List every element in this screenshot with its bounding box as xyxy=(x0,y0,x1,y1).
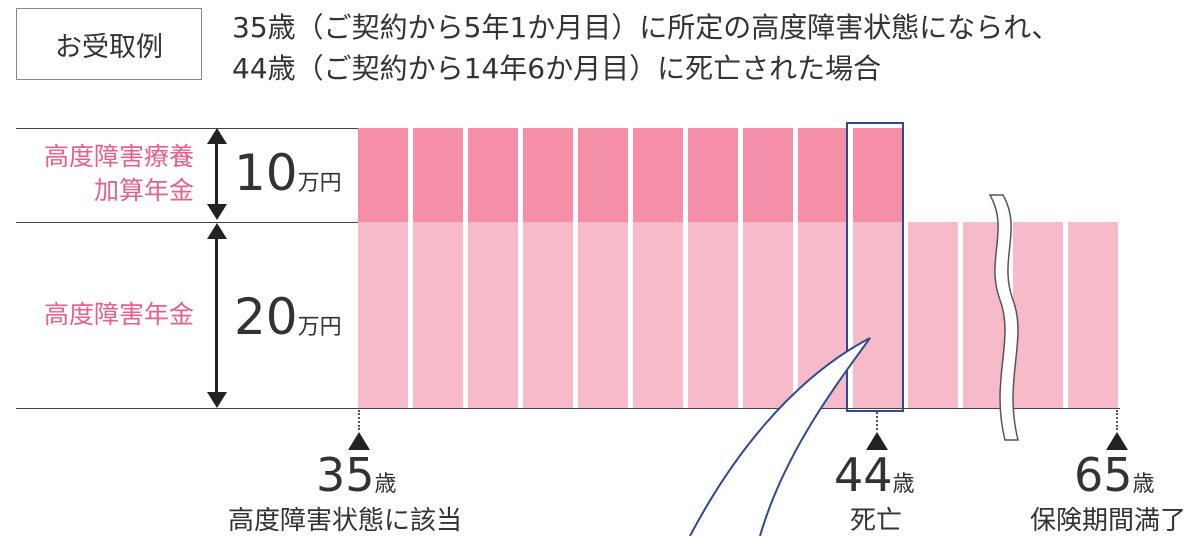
top-bar-4 xyxy=(523,128,573,222)
death-tick xyxy=(876,412,878,430)
example-label: お受取例 xyxy=(55,31,163,63)
bottom-bar-3 xyxy=(468,222,518,408)
bottom-bar-13 xyxy=(1013,222,1063,408)
end-tick xyxy=(1116,410,1118,430)
bottom-bar-11 xyxy=(908,222,958,408)
top-row-label: 高度障害療養 加算年金 xyxy=(44,140,194,208)
start-age-unit: 歳 xyxy=(374,472,397,497)
top-arrow-shaft xyxy=(215,143,218,207)
top-guide-line xyxy=(16,128,358,129)
bottom-bar-7 xyxy=(688,222,738,408)
death-age: 44歳 xyxy=(834,452,915,508)
bottom-bar-2 xyxy=(413,222,463,408)
end-marker xyxy=(1106,432,1128,450)
bottom-bar-6 xyxy=(633,222,683,408)
bottom-bar-12 xyxy=(963,222,1005,408)
death-description: 死亡 xyxy=(850,506,903,536)
end-age-unit: 歳 xyxy=(1132,472,1155,497)
start-marker xyxy=(348,432,370,450)
start-description: 高度障害状態に該当 xyxy=(228,506,463,536)
bottom-bar-14 xyxy=(1068,222,1118,408)
baseline xyxy=(16,408,1120,409)
top-amount: 10万円 xyxy=(234,148,342,209)
caption-line-1: 35歳（ご契約から5年1か月目）に所定の高度障害状態になられ、 xyxy=(232,11,1060,44)
bottom-row-label-text: 高度障害年金 xyxy=(43,300,194,329)
bottom-bar-1 xyxy=(358,222,408,408)
example-label-box: お受取例 xyxy=(16,8,202,80)
end-description: 保険期間満了 xyxy=(1030,506,1187,536)
end-age: 65歳 xyxy=(1074,452,1155,508)
bottom-amount-unit: 万円 xyxy=(297,315,342,340)
death-age-unit: 歳 xyxy=(892,472,915,497)
top-arrow-up-head xyxy=(207,128,227,144)
top-bar-5 xyxy=(578,128,628,222)
bottom-arrow-shaft xyxy=(215,238,218,394)
bottom-bar-8 xyxy=(743,222,793,408)
top-bar-2 xyxy=(413,128,463,222)
bottom-bar-9 xyxy=(798,222,848,408)
bottom-amount: 20万円 xyxy=(234,292,342,353)
top-row-label-line2: 加算年金 xyxy=(93,176,194,205)
top-bar-9 xyxy=(798,128,848,222)
bottom-arrow-down-head xyxy=(207,392,227,408)
death-marker xyxy=(866,432,888,450)
bottom-arrow-up-head xyxy=(207,223,227,239)
bottom-row-label: 高度障害年金 xyxy=(44,298,194,332)
top-bar-7 xyxy=(688,128,738,222)
top-amount-number: 10 xyxy=(234,144,298,202)
bottom-bar-5 xyxy=(578,222,628,408)
top-row-label-line1: 高度障害療養 xyxy=(43,142,194,171)
top-bar-8 xyxy=(743,128,793,222)
bottom-bar-4 xyxy=(523,222,573,408)
start-tick xyxy=(358,410,360,430)
death-year-highlight xyxy=(846,122,904,412)
top-bar-10 xyxy=(853,128,903,222)
death-age-number: 44 xyxy=(834,448,893,502)
end-age-number: 65 xyxy=(1074,448,1133,502)
start-age: 35歳 xyxy=(316,452,397,508)
top-bar-6 xyxy=(633,128,683,222)
middle-guide-line xyxy=(16,222,358,223)
top-bar-1 xyxy=(358,128,408,222)
caption-line-2: 44歳（ご契約から14年6か月目）に死亡された場合 xyxy=(232,52,882,85)
top-arrow-down-head xyxy=(207,204,227,220)
start-age-number: 35 xyxy=(316,448,375,502)
bottom-amount-number: 20 xyxy=(234,288,298,346)
top-amount-unit: 万円 xyxy=(297,171,342,196)
top-bar-3 xyxy=(468,128,518,222)
